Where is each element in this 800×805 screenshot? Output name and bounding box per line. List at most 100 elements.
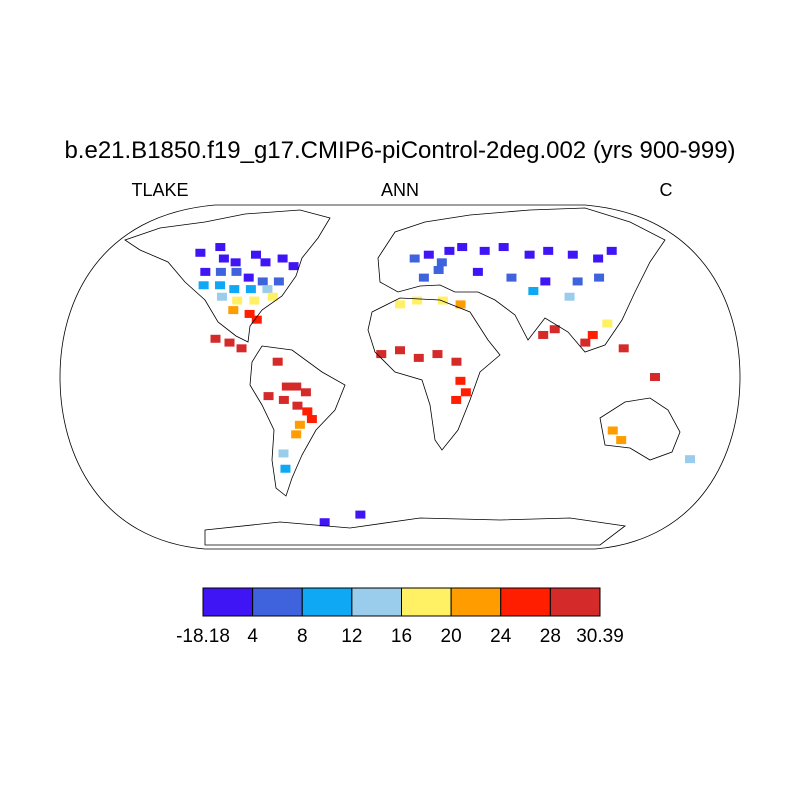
lake-cell bbox=[215, 243, 226, 252]
right-label: C bbox=[660, 180, 673, 200]
lake-cell bbox=[594, 273, 605, 282]
lake-cell bbox=[413, 353, 424, 362]
lake-cell bbox=[278, 395, 289, 404]
lake-cell bbox=[281, 382, 292, 391]
lake-cell bbox=[524, 250, 535, 259]
colorbar-label: 30.39 bbox=[576, 626, 624, 647]
lake-cell bbox=[262, 285, 273, 294]
south-america bbox=[249, 345, 346, 497]
lake-cell bbox=[479, 246, 490, 255]
lake-cell bbox=[564, 292, 575, 301]
lake-cell bbox=[602, 319, 613, 328]
colorbar-label: 12 bbox=[341, 626, 362, 647]
lake-cell bbox=[278, 449, 289, 458]
lake-cell bbox=[244, 309, 255, 318]
colorbar-box bbox=[500, 587, 551, 617]
lake-cell bbox=[230, 258, 241, 267]
lake-cell bbox=[460, 388, 471, 397]
colorbar-label: 8 bbox=[297, 626, 308, 647]
lake-cell bbox=[572, 277, 583, 286]
lake-cell bbox=[607, 426, 618, 435]
lake-cell bbox=[251, 315, 262, 324]
lake-cell bbox=[200, 267, 211, 276]
lake-cell bbox=[423, 250, 434, 259]
lake-cell bbox=[216, 292, 227, 301]
lake-cell bbox=[455, 300, 466, 309]
colorbar-box bbox=[252, 587, 303, 617]
colorbar-label: 28 bbox=[540, 626, 561, 647]
lake-cell bbox=[567, 250, 578, 259]
africa bbox=[367, 297, 501, 451]
lake-cell bbox=[292, 401, 303, 410]
map-border bbox=[59, 204, 741, 550]
colorbar-label: 4 bbox=[247, 626, 258, 647]
colorbar-box bbox=[351, 587, 402, 617]
lake-cell bbox=[300, 388, 311, 397]
lake-cell bbox=[451, 395, 462, 404]
lake-cell bbox=[251, 250, 262, 259]
lake-cell bbox=[280, 464, 291, 473]
lake-cell bbox=[472, 267, 483, 276]
lake-cell bbox=[277, 254, 288, 263]
left-label: TLAKE bbox=[131, 180, 188, 200]
lake-cell bbox=[319, 518, 330, 527]
lake-cell bbox=[543, 246, 554, 255]
lake-cell bbox=[229, 285, 240, 294]
coastlines bbox=[59, 204, 741, 550]
lake-cell bbox=[418, 273, 429, 282]
colorbar: -18.18 4 8 12 16 20 24 28 30.39 bbox=[176, 587, 624, 647]
lake-cell bbox=[355, 510, 366, 519]
lake-cell bbox=[243, 273, 254, 282]
lake-cell bbox=[272, 357, 283, 366]
lake-cell bbox=[291, 430, 302, 439]
lake-cell bbox=[457, 243, 468, 252]
lake-cell bbox=[291, 382, 302, 391]
lake-cell bbox=[294, 420, 305, 429]
colorbar-box bbox=[401, 587, 452, 617]
lake-cell bbox=[236, 344, 247, 353]
lake-cell bbox=[409, 254, 420, 263]
lake-cell bbox=[214, 281, 225, 290]
lake-cell bbox=[650, 373, 660, 381]
lake-cell bbox=[616, 436, 627, 445]
lake-cell bbox=[218, 254, 229, 263]
lake-cell bbox=[549, 325, 560, 334]
colorbar-box bbox=[202, 587, 254, 617]
antarctica bbox=[204, 517, 627, 546]
colorbar-label: 16 bbox=[391, 626, 412, 647]
colorbar-box bbox=[301, 587, 353, 617]
lake-cell bbox=[224, 338, 235, 347]
lake-cell bbox=[606, 246, 617, 255]
eurasia bbox=[377, 207, 666, 353]
lake-cell bbox=[267, 292, 278, 301]
lake-cell bbox=[412, 296, 423, 305]
lake-cell bbox=[228, 306, 239, 315]
lake-cell bbox=[210, 334, 221, 343]
lake-cell bbox=[528, 287, 539, 295]
title: b.e21.B1850.f19_g17.CMIP6-piControl-2deg… bbox=[64, 137, 735, 164]
lake-cell bbox=[306, 415, 317, 424]
center-label: ANN bbox=[381, 180, 419, 200]
lake-cell bbox=[455, 376, 466, 385]
lake-cell bbox=[587, 330, 598, 339]
lake-cell bbox=[436, 258, 447, 267]
lake-cell bbox=[198, 281, 209, 290]
lake-cell bbox=[444, 246, 455, 255]
lake-cell bbox=[260, 258, 271, 267]
lake-cell bbox=[245, 285, 256, 294]
lake-cell bbox=[232, 296, 243, 305]
lake-cell bbox=[395, 300, 405, 309]
lake-cell bbox=[498, 243, 509, 252]
lake-cell bbox=[257, 277, 268, 286]
lake-cell bbox=[593, 254, 604, 263]
lake-cell bbox=[288, 262, 299, 271]
lake-cell bbox=[580, 338, 591, 347]
lake-cell bbox=[433, 265, 444, 274]
colorbar-label: 20 bbox=[441, 626, 462, 647]
lake-cell bbox=[506, 273, 517, 282]
lake-cell bbox=[263, 392, 274, 401]
lake-cell bbox=[437, 296, 448, 305]
australia bbox=[599, 397, 681, 461]
colorbar-box bbox=[549, 587, 601, 617]
